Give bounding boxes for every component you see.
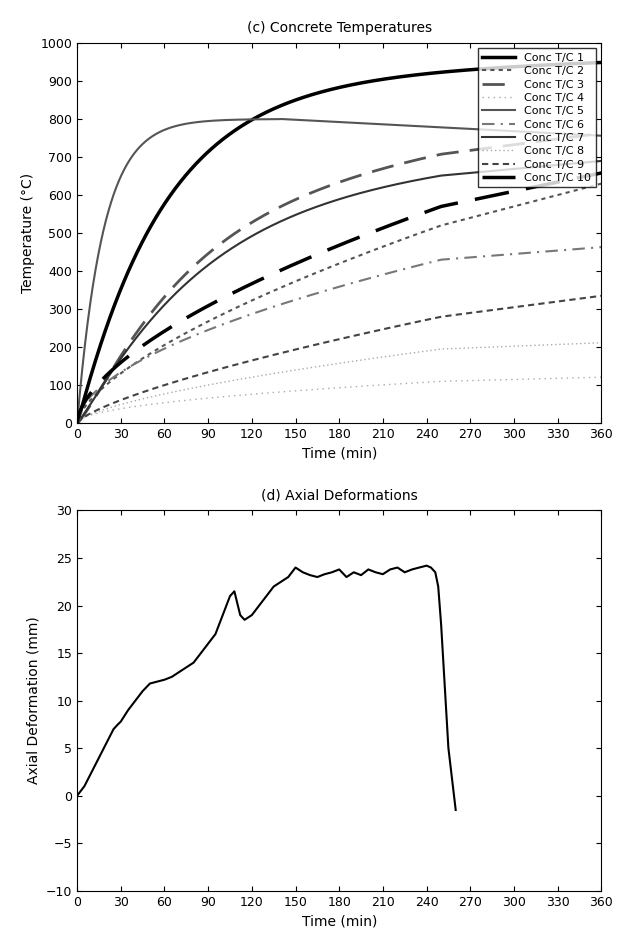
Line: Conc T/C 8: Conc T/C 8: [77, 343, 601, 423]
Line: Conc T/C 9: Conc T/C 9: [77, 296, 601, 423]
Conc T/C 4: [407, 378, 415, 389]
Conc T/C 1: [525, 60, 533, 71]
Legend: Conc T/C 1, Conc T/C 2, Conc T/C 3, Conc T/C 4, Conc T/C 5, Conc T/C 6, Conc T/C: Conc T/C 1, Conc T/C 2, Conc T/C 3, Conc…: [477, 48, 596, 187]
Conc T/C 2: [74, 418, 81, 429]
Conc T/C 6: [597, 241, 605, 252]
Conc T/C 7: [391, 178, 399, 190]
Title: (d) Axial Deformations: (d) Axial Deformations: [261, 489, 418, 502]
Conc T/C 3: [105, 368, 113, 380]
Conc T/C 8: [391, 349, 399, 361]
Conc T/C 2: [597, 178, 605, 190]
Conc T/C 9: [471, 307, 479, 318]
Conc T/C 10: [407, 212, 415, 223]
Conc T/C 2: [407, 231, 415, 242]
Conc T/C 10: [391, 217, 399, 229]
Conc T/C 5: [74, 418, 81, 429]
Conc T/C 6: [471, 251, 479, 263]
Conc T/C 1: [378, 74, 385, 85]
Conc T/C 8: [105, 402, 113, 414]
Conc T/C 7: [597, 156, 605, 167]
X-axis label: Time (min): Time (min): [302, 447, 377, 460]
Conc T/C 8: [471, 342, 479, 353]
Conc T/C 10: [525, 182, 533, 194]
Conc T/C 4: [525, 373, 533, 384]
Conc T/C 10: [378, 223, 385, 234]
Conc T/C 4: [105, 405, 113, 417]
Conc T/C 8: [378, 351, 385, 363]
Y-axis label: Temperature (°C): Temperature (°C): [21, 173, 35, 293]
Conc T/C 1: [74, 418, 81, 429]
Conc T/C 7: [407, 176, 415, 187]
Conc T/C 7: [525, 162, 533, 174]
Conc T/C 5: [408, 121, 415, 132]
Conc T/C 8: [407, 347, 415, 359]
Conc T/C 8: [74, 418, 81, 429]
Line: Conc T/C 6: Conc T/C 6: [77, 247, 601, 423]
Conc T/C 5: [378, 119, 386, 130]
Conc T/C 4: [391, 379, 399, 390]
Conc T/C 1: [105, 313, 113, 325]
Conc T/C 6: [407, 262, 415, 273]
Line: Conc T/C 7: Conc T/C 7: [77, 161, 601, 423]
Conc T/C 4: [378, 380, 385, 391]
Conc T/C 9: [525, 300, 533, 311]
Y-axis label: Axial Deformation (mm): Axial Deformation (mm): [27, 617, 41, 785]
Conc T/C 5: [472, 123, 479, 135]
Conc T/C 10: [597, 167, 605, 178]
Line: Conc T/C 1: Conc T/C 1: [77, 63, 601, 423]
Conc T/C 8: [525, 340, 533, 351]
Conc T/C 7: [74, 418, 81, 429]
Conc T/C 6: [105, 375, 113, 386]
Line: Conc T/C 5: Conc T/C 5: [77, 119, 601, 423]
Conc T/C 3: [378, 163, 385, 175]
Conc T/C 10: [74, 418, 81, 429]
Conc T/C 6: [391, 266, 399, 277]
Conc T/C 5: [597, 130, 605, 141]
Conc T/C 9: [105, 399, 113, 410]
Conc T/C 2: [105, 377, 113, 388]
Conc T/C 3: [391, 159, 399, 171]
Conc T/C 2: [378, 241, 385, 252]
Conc T/C 7: [378, 182, 385, 194]
Conc T/C 3: [407, 156, 415, 167]
Conc T/C 6: [525, 247, 533, 258]
Conc T/C 4: [471, 375, 479, 386]
Conc T/C 2: [525, 197, 533, 209]
Conc T/C 3: [74, 418, 81, 429]
Conc T/C 4: [597, 371, 605, 382]
Conc T/C 5: [277, 113, 285, 124]
Conc T/C 3: [525, 137, 533, 148]
Conc T/C 9: [597, 290, 605, 302]
Conc T/C 6: [74, 418, 81, 429]
Conc T/C 8: [597, 337, 605, 348]
Line: Conc T/C 2: Conc T/C 2: [77, 184, 601, 423]
Conc T/C 10: [471, 194, 479, 205]
Title: (c) Concrete Temperatures: (c) Concrete Temperatures: [247, 21, 432, 35]
Conc T/C 9: [378, 324, 385, 335]
Conc T/C 5: [392, 120, 400, 131]
Conc T/C 3: [471, 144, 479, 156]
Conc T/C 1: [471, 64, 479, 75]
Line: Conc T/C 3: Conc T/C 3: [77, 133, 601, 423]
Line: Conc T/C 4: Conc T/C 4: [77, 377, 601, 423]
Conc T/C 5: [526, 126, 533, 138]
Conc T/C 1: [597, 57, 605, 68]
Conc T/C 10: [105, 367, 113, 379]
Conc T/C 9: [74, 418, 81, 429]
Conc T/C 1: [391, 72, 399, 84]
Conc T/C 5: [105, 202, 113, 214]
Conc T/C 7: [105, 369, 113, 381]
Conc T/C 1: [407, 70, 415, 82]
Conc T/C 7: [471, 167, 479, 178]
Conc T/C 3: [597, 127, 605, 139]
Conc T/C 2: [391, 236, 399, 248]
Conc T/C 2: [471, 211, 479, 222]
Conc T/C 4: [74, 418, 81, 429]
Conc T/C 9: [391, 321, 399, 332]
Conc T/C 6: [378, 270, 385, 281]
X-axis label: Time (min): Time (min): [302, 914, 377, 928]
Conc T/C 9: [407, 318, 415, 329]
Line: Conc T/C 10: Conc T/C 10: [77, 173, 601, 423]
